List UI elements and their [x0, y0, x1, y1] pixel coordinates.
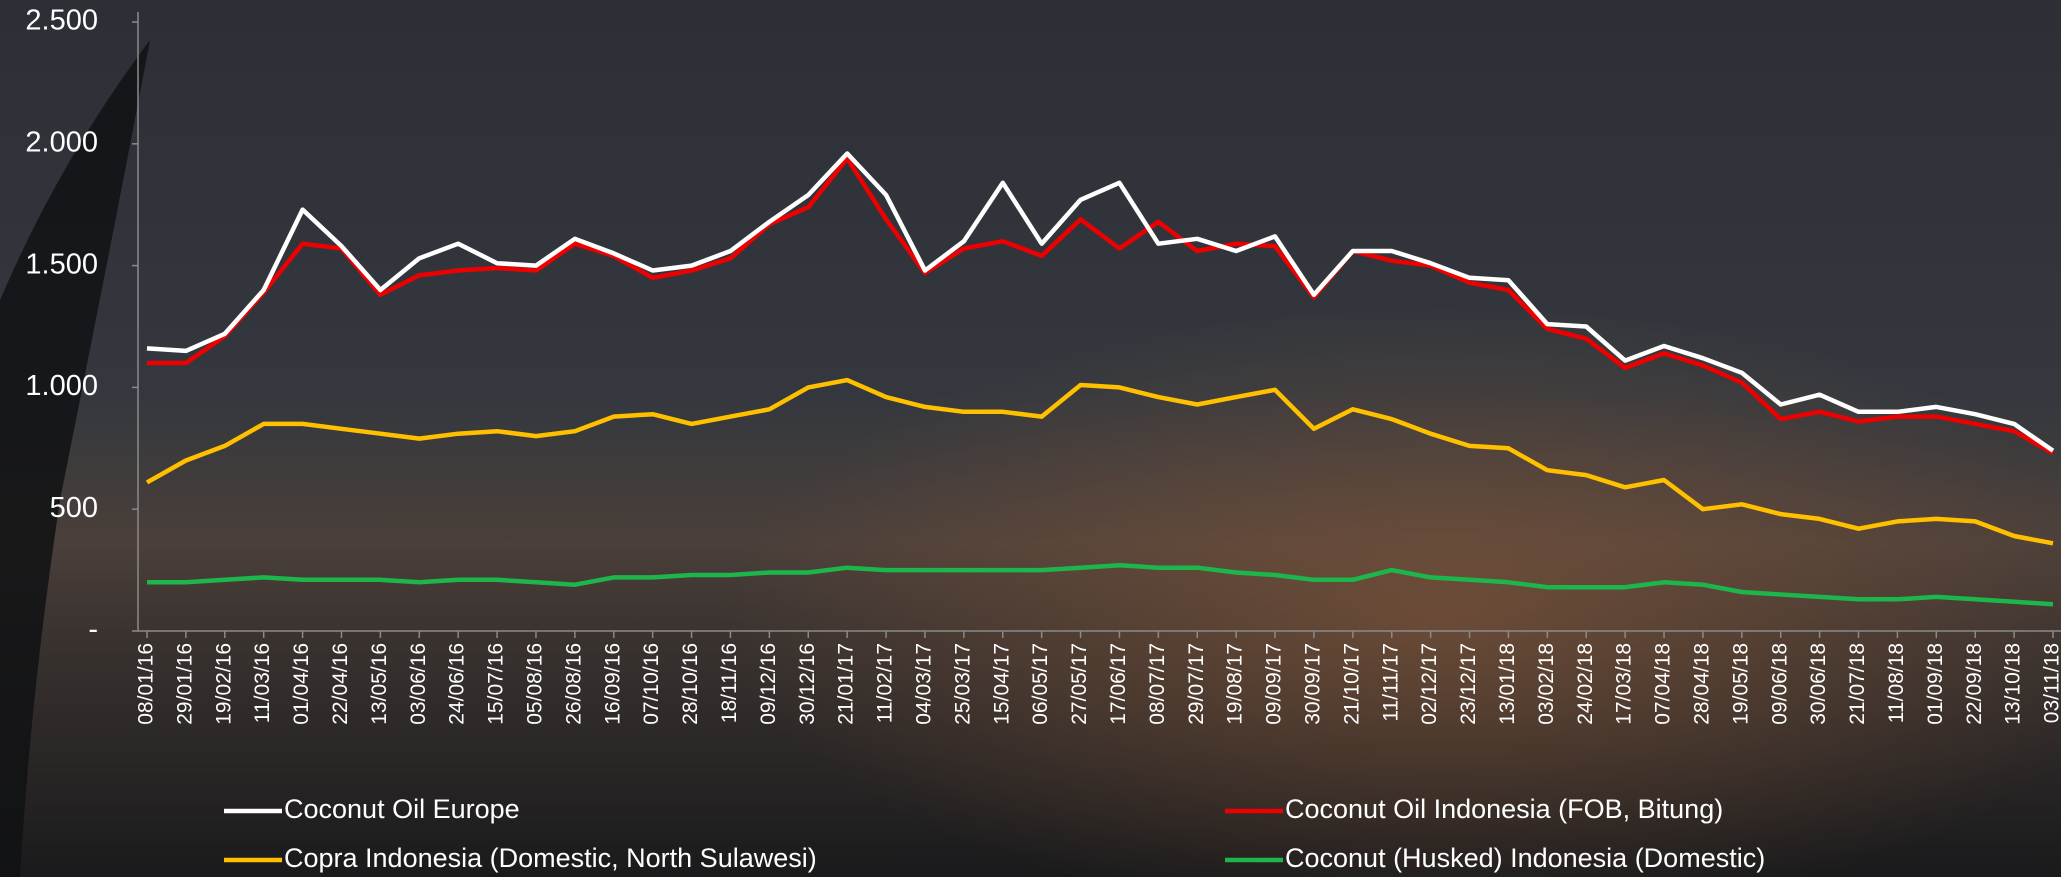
x-tick-label: 06/05/17 [1029, 643, 1052, 725]
x-tick-label: 25/03/17 [951, 643, 974, 725]
x-tick-label: 01/09/18 [1924, 643, 1947, 725]
y-tick-label: - [88, 614, 98, 646]
y-tick-label: 1.000 [25, 370, 98, 402]
y-tick-label: 500 [50, 492, 98, 524]
x-tick-label: 08/01/16 [135, 643, 158, 725]
x-tick-label: 19/05/18 [1729, 643, 1752, 725]
x-tick-label: 17/03/18 [1613, 643, 1636, 725]
x-tick-label: 22/09/18 [1963, 643, 1986, 725]
background-glow [0, 0, 2061, 877]
x-tick-label: 13/05/16 [368, 643, 391, 725]
x-tick-label: 21/10/17 [1340, 643, 1363, 725]
x-tick-label: 21/01/17 [835, 643, 858, 725]
x-tick-label: 15/07/16 [485, 643, 508, 725]
x-tick-label: 02/12/17 [1418, 643, 1441, 725]
x-tick-label: 21/07/18 [1846, 643, 1869, 725]
legend-label: Coconut Oil Europe [284, 794, 520, 824]
x-tick-label: 03/11/18 [2041, 643, 2061, 723]
x-tick-label: 09/06/18 [1768, 643, 1791, 725]
x-tick-label: 19/08/17 [1224, 643, 1247, 725]
x-tick-label: 30/06/18 [1807, 643, 1830, 725]
x-tick-label: 16/09/16 [601, 643, 624, 725]
x-tick-label: 04/03/17 [913, 643, 936, 725]
x-tick-label: 07/10/16 [640, 643, 663, 725]
x-tick-label: 18/11/16 [718, 643, 741, 723]
x-tick-label: 13/01/18 [1496, 643, 1519, 725]
x-tick-label: 26/08/16 [562, 643, 585, 725]
x-tick-label: 11/02/17 [874, 643, 897, 723]
x-tick-label: 05/08/16 [524, 643, 547, 725]
x-tick-label: 29/07/17 [1185, 643, 1208, 725]
x-tick-label: 19/02/16 [212, 643, 235, 725]
x-tick-label: 22/04/16 [329, 643, 352, 725]
y-tick-label: 1.500 [25, 248, 98, 280]
x-tick-label: 08/07/17 [1146, 643, 1169, 725]
x-tick-label: 28/04/18 [1690, 643, 1713, 725]
x-tick-label: 07/04/18 [1652, 643, 1675, 725]
x-tick-label: 01/04/16 [290, 643, 313, 725]
legend-label: Copra Indonesia (Domestic, North Sulawes… [284, 843, 817, 873]
x-tick-label: 11/03/16 [251, 643, 274, 723]
x-tick-label: 13/10/18 [2002, 643, 2025, 725]
x-tick-label: 29/01/16 [173, 643, 196, 725]
x-tick-label: 09/09/17 [1263, 643, 1286, 725]
x-tick-label: 23/12/17 [1457, 643, 1480, 725]
x-tick-label: 03/06/16 [407, 643, 430, 725]
x-tick-label: 11/08/18 [1885, 643, 1908, 723]
x-tick-label: 03/02/18 [1535, 643, 1558, 725]
legend-label: Coconut (Husked) Indonesia (Domestic) [1285, 843, 1765, 873]
x-tick-label: 15/04/17 [990, 643, 1013, 725]
x-tick-label: 17/06/17 [1107, 643, 1130, 725]
x-tick-label: 30/12/16 [796, 643, 819, 725]
y-tick-label: 2.500 [25, 5, 98, 37]
x-tick-label: 24/02/18 [1574, 643, 1597, 725]
x-tick-label: 24/06/16 [446, 643, 469, 725]
x-tick-label: 28/10/16 [679, 643, 702, 725]
x-tick-label: 09/12/16 [757, 643, 780, 725]
legend-label: Coconut Oil Indonesia (FOB, Bitung) [1285, 794, 1723, 824]
x-tick-label: 11/11/17 [1379, 643, 1402, 722]
x-tick-label: 30/09/17 [1301, 643, 1324, 725]
x-tick-label: 27/05/17 [1068, 643, 1091, 725]
chart: - 500 1.000 1.500 2.000 2.500 08/01/16 29/01/16… [0, 0, 2061, 877]
y-tick-label: 2.000 [25, 126, 98, 158]
